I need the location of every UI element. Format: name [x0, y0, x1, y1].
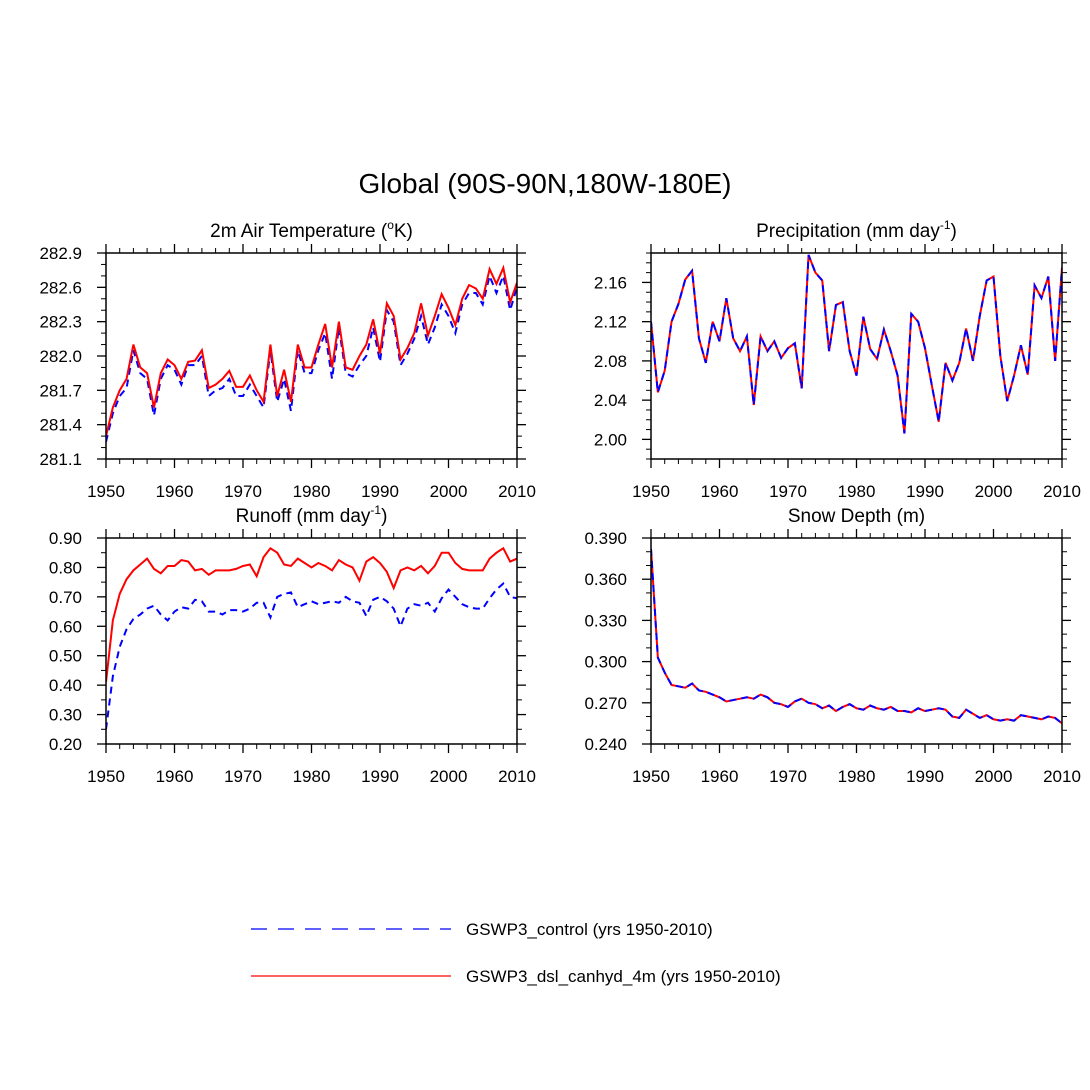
plot-frame	[105, 252, 518, 460]
panel-title: Snow Depth (m)	[788, 506, 925, 527]
y-tick-label: 2.04	[594, 391, 627, 410]
y-tick-label: 281.1	[39, 450, 82, 469]
plot-frame	[650, 537, 1063, 745]
series-line-experiment	[651, 548, 1062, 725]
x-tick-label: 1990	[906, 482, 944, 501]
y-tick-label: 282.6	[39, 278, 82, 297]
panel-snow-depth: Snow Depth (m) 1950 1960 1970 1980 1990 2000 20…	[584, 506, 1080, 786]
x-tick-label: 1980	[838, 767, 876, 786]
series-line-control	[106, 582, 517, 730]
x-tick-label: 1970	[224, 482, 262, 501]
x-tick-label: 2000	[975, 482, 1013, 501]
panel-title-tail: K)	[394, 221, 413, 242]
panel-title-superscript: o	[387, 218, 394, 232]
x-tick-label: 1990	[361, 482, 399, 501]
y-tick-label: 0.50	[49, 647, 82, 666]
x-tick-label: 1950	[87, 767, 125, 786]
series-line-control	[651, 254, 1062, 434]
x-tick-label: 2010	[1043, 767, 1081, 786]
series-line-control	[106, 272, 517, 443]
x-tick-label: 1970	[769, 767, 807, 786]
panel-title: 2m Air Temperature (oK)	[210, 218, 413, 242]
panel-title-superscript: -1	[940, 218, 951, 232]
y-tick-label: 281.7	[39, 381, 82, 400]
panel-temperature: 2m Air Temperature (oK) 1950 1960 1970 1980 1…	[39, 218, 535, 501]
y-tick-label: 2.00	[594, 430, 627, 449]
x-tick-label: 2010	[498, 767, 536, 786]
x-tick-label: 1990	[361, 767, 399, 786]
x-tick-label: 1960	[156, 482, 194, 501]
x-tick-label: 1960	[701, 767, 739, 786]
y-tick-label: 0.270	[584, 694, 627, 713]
x-tick-label: 2000	[430, 482, 468, 501]
x-tick-label: 1980	[838, 482, 876, 501]
y-tick-label: 0.60	[49, 617, 82, 636]
panel-precipitation: Precipitation (mm day-1) 1950 1960 1970 1980…	[594, 218, 1081, 501]
x-tick-label: 1970	[769, 482, 807, 501]
panel-title-text: 2m Air Temperature (	[210, 221, 388, 242]
y-tick-label: 0.240	[584, 735, 627, 754]
panel-runoff: Runoff (mm day-1) 1950 1960 1970 1980 1990 200…	[49, 503, 536, 786]
x-tick-label: 1980	[293, 482, 331, 501]
y-tick-label: 2.12	[594, 313, 627, 332]
panel-title-text: Snow Depth (m)	[788, 506, 925, 527]
panel-title-superscript: -1	[370, 503, 381, 517]
y-tick-label: 0.360	[584, 570, 627, 589]
legend: GSWP3_control (yrs 1950-2010) GSWP3_dsl_…	[251, 920, 781, 986]
x-tick-label: 1990	[906, 767, 944, 786]
x-tick-label: 2010	[498, 482, 536, 501]
y-tick-label: 0.390	[584, 529, 627, 548]
plot-frame	[105, 537, 518, 745]
y-tick-label: 0.40	[49, 676, 82, 695]
y-tick-label: 282.3	[39, 313, 82, 332]
x-tick-label: 1950	[87, 482, 125, 501]
series-line-experiment	[651, 254, 1062, 434]
y-tick-label: 281.4	[39, 416, 82, 435]
x-tick-label: 1960	[156, 767, 194, 786]
legend-label-experiment: GSWP3_dsl_canhyd_4m (yrs 1950-2010)	[466, 967, 781, 986]
x-tick-label: 1950	[632, 482, 670, 501]
panel-title: Runoff (mm day-1)	[236, 503, 388, 527]
panel-title-tail: )	[381, 506, 387, 527]
y-tick-label: 0.90	[49, 529, 82, 548]
y-tick-label: 2.08	[594, 352, 627, 371]
series-line-experiment	[106, 264, 517, 437]
y-tick-label: 0.80	[49, 558, 82, 577]
x-tick-label: 1960	[701, 482, 739, 501]
x-tick-label: 1980	[293, 767, 331, 786]
series-line-control	[651, 548, 1062, 725]
panel-title-tail: )	[951, 221, 957, 242]
x-tick-label: 2000	[430, 767, 468, 786]
panel-title-text: Runoff (mm day	[236, 506, 371, 527]
y-tick-label: 0.30	[49, 706, 82, 725]
figure-title: Global (90S-90N,180W-180E)	[358, 168, 731, 199]
x-tick-label: 2000	[975, 767, 1013, 786]
y-tick-label: 0.300	[584, 653, 627, 672]
x-tick-label: 2010	[1043, 482, 1081, 501]
y-tick-label: 0.330	[584, 611, 627, 630]
y-tick-label: 0.70	[49, 588, 82, 607]
y-tick-label: 0.20	[49, 735, 82, 754]
panel-title: Precipitation (mm day-1)	[756, 218, 957, 242]
panel-title-text: Precipitation (mm day	[756, 221, 940, 242]
y-tick-label: 282.9	[39, 244, 82, 263]
series-line-experiment	[106, 546, 517, 683]
x-tick-label: 1970	[224, 767, 262, 786]
y-tick-label: 2.16	[594, 273, 627, 292]
legend-label-control: GSWP3_control (yrs 1950-2010)	[466, 920, 713, 939]
x-tick-label: 1950	[632, 767, 670, 786]
y-tick-label: 282.0	[39, 347, 82, 366]
